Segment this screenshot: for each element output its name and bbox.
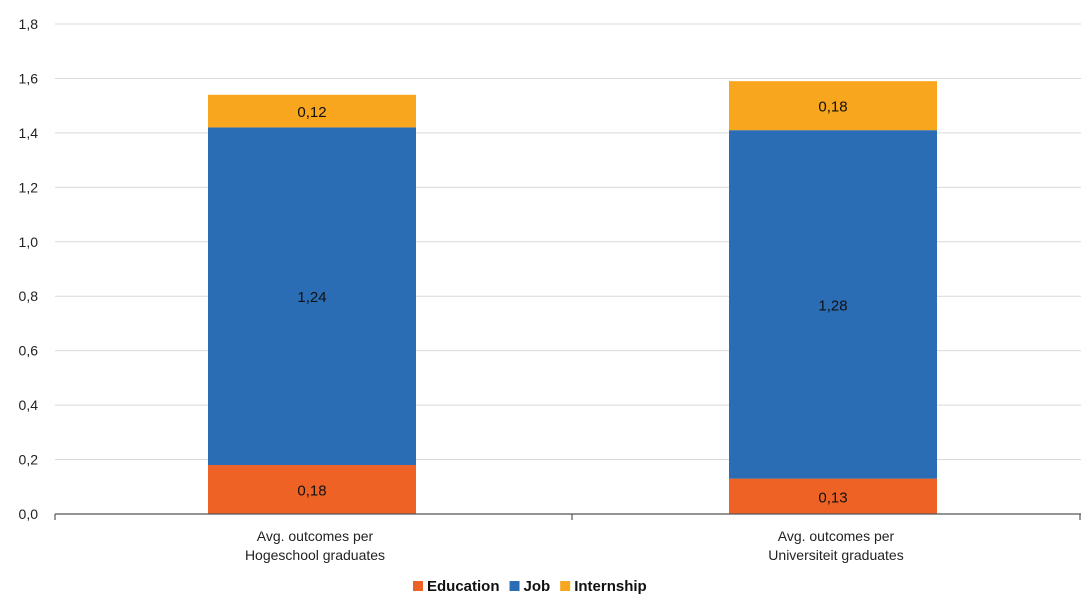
- y-tick-label: 1,6: [19, 70, 39, 86]
- x-category-label: Avg. outcomes per: [257, 528, 374, 544]
- data-label: 0,12: [297, 104, 326, 121]
- x-category-label: Hogeschool graduates: [245, 547, 385, 563]
- data-label: 0,13: [818, 489, 847, 506]
- category-labels: Avg. outcomes per Hogeschool graduates Avg…: [245, 528, 904, 563]
- bar-segment-internship: [729, 81, 937, 131]
- bar-segment-job: [729, 130, 937, 479]
- y-tick-label: 1,8: [19, 16, 39, 32]
- bar-segment-education: [729, 478, 937, 514]
- legend-swatch-internship: [560, 581, 571, 591]
- legend: Education Job Internship: [413, 578, 647, 595]
- data-labels: 0,18 1,24 0,12 0,13 1,28 0,18: [297, 99, 847, 507]
- bars: [208, 81, 937, 514]
- data-label: 0,18: [297, 483, 326, 500]
- y-tick-label: 1,0: [19, 234, 39, 250]
- bar-segment-internship: [208, 94, 416, 128]
- y-tick-label: 0,0: [19, 506, 39, 522]
- x-category-label: Avg. outcomes per: [778, 528, 895, 544]
- legend-label-job: Job: [524, 578, 551, 595]
- data-label: 0,18: [818, 99, 847, 116]
- bar-segment-job: [208, 127, 416, 465]
- legend-label-internship: Internship: [574, 578, 647, 595]
- legend-swatch-education: [413, 581, 423, 591]
- x-category-label: Universiteit graduates: [768, 547, 903, 563]
- y-tick-label: 1,4: [19, 125, 39, 141]
- y-tick-label: 0,2: [19, 452, 39, 468]
- y-tick-label: 0,8: [19, 288, 39, 304]
- y-axis-ticks: 0,0 0,2 0,4 0,6 0,8 1,0 1,2 1,4 1,6 1,8: [19, 16, 39, 522]
- y-tick-label: 1,2: [19, 179, 39, 195]
- y-tick-label: 0,6: [19, 343, 39, 359]
- legend-swatch-job: [509, 581, 520, 591]
- data-label: 1,24: [297, 289, 326, 306]
- data-label: 1,28: [818, 297, 847, 314]
- bar-segment-education: [208, 465, 416, 514]
- y-tick-label: 0,4: [19, 397, 39, 413]
- legend-label-education: Education: [427, 578, 500, 595]
- x-axis: [54, 513, 1081, 520]
